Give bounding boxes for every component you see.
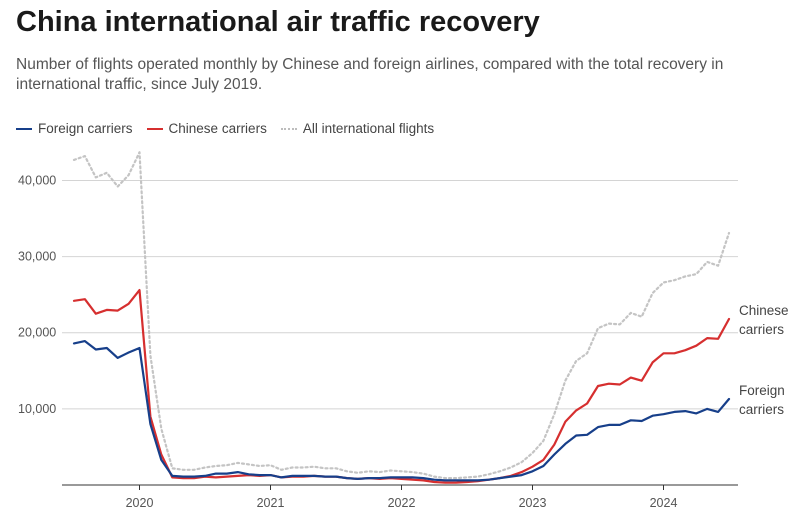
legend-label-foreign: Foreign carriers [38,121,133,136]
x-tick-label: 2021 [257,496,285,510]
chart-subtitle: Number of flights operated monthly by Ch… [16,56,724,93]
x-axis: 2020 2021 2022 2023 2024 [126,485,678,510]
y-tick-label: 40,000 [18,173,56,187]
end-label-foreign: Foreign carriers [739,383,785,417]
series-line-all [72,151,731,480]
legend-swatch-chinese [146,127,163,130]
series-end-labels: Foreign carriers Chinese carriers [739,303,789,417]
end-label-chinese: Chinese carriers [739,303,789,337]
legend: Foreign carriers Chinese carriers All in… [16,121,448,136]
series-line-foreign [72,340,731,482]
legend-swatch-foreign [16,127,32,130]
series-line-chinese [72,289,731,484]
chart-title: China international air traffic recovery [16,6,540,38]
legend-label-chinese: Chinese carriers [168,121,267,136]
legend-item-foreign: Foreign carriers [16,121,133,136]
series-lines [72,151,731,484]
x-tick-label: 2020 [126,496,154,510]
legend-swatch-all [280,127,297,130]
gridlines [62,179,738,486]
y-tick-label: 10,000 [18,402,56,416]
x-tick-label: 2024 [650,496,678,510]
x-tick-label: 2022 [388,496,416,510]
legend-label-all: All international flights [302,121,435,136]
y-tick-label: 30,000 [18,250,56,264]
legend-item-chinese: Chinese carriers [146,121,267,136]
y-tick-label: 20,000 [18,326,56,340]
legend-item-all: All international flights [280,121,435,136]
x-tick-label: 2023 [519,496,547,510]
y-axis: 10,000 20,000 30,000 40,000 [18,173,56,415]
